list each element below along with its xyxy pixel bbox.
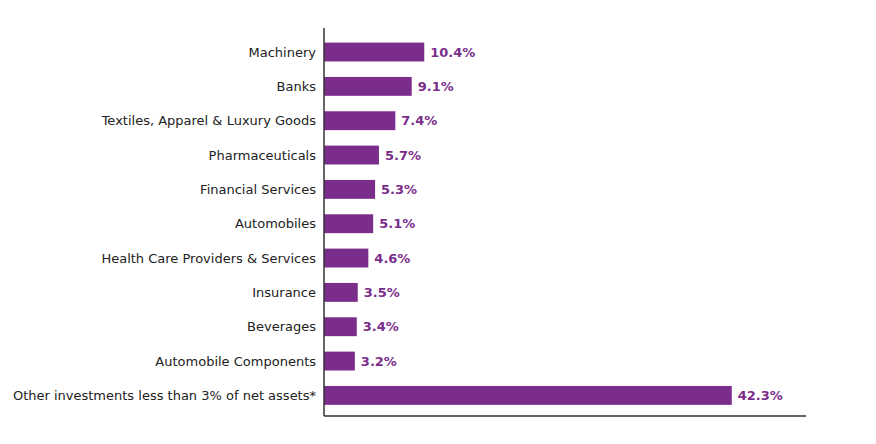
y-tick-label: Automobile Components (155, 354, 316, 369)
bar (324, 180, 375, 199)
y-axis-line (323, 28, 325, 416)
data-label: 7.4% (401, 113, 437, 128)
data-label: 3.2% (361, 354, 397, 369)
bar (324, 386, 732, 405)
data-label: 5.1% (379, 216, 415, 231)
y-tick-label: Machinery (249, 45, 317, 60)
bars (324, 43, 732, 405)
bar (324, 146, 379, 165)
bar (324, 283, 358, 302)
bar (324, 214, 373, 233)
y-tick-label: Health Care Providers & Services (101, 251, 316, 266)
y-tick-label: Automobiles (235, 216, 316, 231)
data-label: 5.3% (381, 182, 417, 197)
chart-container: Other investments less than 3% of net as… (0, 0, 876, 444)
bar (324, 43, 424, 62)
y-tick-label: Banks (277, 79, 317, 94)
bar (324, 111, 395, 130)
data-label: 42.3% (738, 388, 783, 403)
y-tick-label: Other investments less than 3% of net as… (13, 388, 317, 403)
y-axis-labels: Other investments less than 3% of net as… (13, 45, 317, 403)
data-label: 5.7% (385, 148, 421, 163)
data-label: 4.6% (374, 251, 410, 266)
y-tick-label: Pharmaceuticals (209, 148, 317, 163)
data-label: 3.4% (363, 319, 399, 334)
bar (324, 317, 357, 336)
data-labels: 42.3% 3.2% 3.4% 3.5% 4.6% 5.1% 5.3% 5.7% 7.4% 9.1… (361, 45, 783, 403)
y-tick-label: Insurance (252, 285, 316, 300)
bar (324, 352, 355, 371)
data-label: 9.1% (418, 79, 454, 94)
x-axis-line (324, 415, 806, 417)
y-tick-label: Financial Services (200, 182, 316, 197)
data-label: 10.4% (430, 45, 475, 60)
y-tick-label: Beverages (247, 319, 316, 334)
data-label: 3.5% (364, 285, 400, 300)
bar (324, 249, 368, 268)
y-tick-label: Textiles, Apparel & Luxury Goods (101, 113, 317, 128)
bar (324, 77, 412, 96)
chart: Other investments less than 3% of net as… (0, 0, 876, 444)
